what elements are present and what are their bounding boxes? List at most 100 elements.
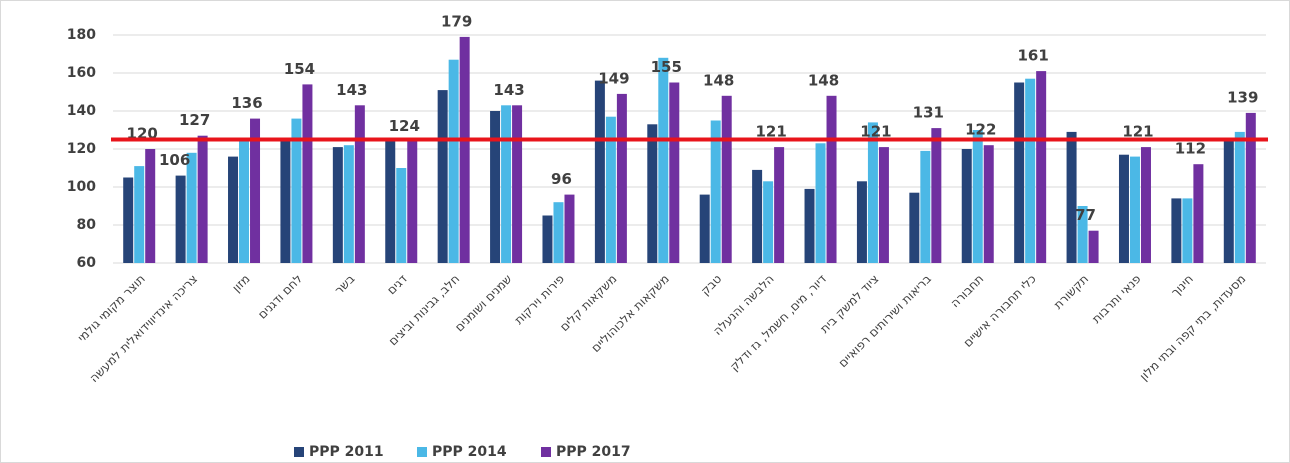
bar [1036,71,1047,263]
bar [385,139,396,263]
bar [752,169,763,263]
y-tick-label: 160 [67,65,96,81]
bar [1193,164,1204,263]
data-label: 121 [1122,123,1153,141]
data-label: 124 [389,117,420,135]
data-label: 131 [913,104,944,122]
bar [1245,112,1256,264]
data-label: 122 [965,121,996,139]
data-label: 139 [1227,88,1258,106]
bar [961,149,972,263]
data-label: 143 [336,81,367,99]
bar [920,150,931,263]
bar [972,130,983,263]
data-label: 121 [755,123,786,141]
bar [490,111,501,263]
bar [710,120,721,263]
bar [909,192,920,263]
bar [826,95,837,263]
bar [658,57,669,263]
y-tick-label: 80 [77,217,97,233]
bar [1025,78,1036,263]
bar [228,156,239,263]
bar [280,137,291,263]
data-label: 136 [231,94,262,112]
data-label: 121 [860,123,891,141]
bar [605,116,616,263]
bar [815,143,826,263]
bar [721,95,732,263]
data-label: 154 [284,60,315,78]
legend-swatch [541,447,551,457]
data-label: 96 [551,170,572,188]
data-label: 155 [651,58,682,76]
bar [1118,154,1129,263]
legend-swatch [294,447,304,457]
data-label: 143 [493,81,524,99]
bar [931,128,942,263]
data-label: 112 [1175,140,1206,158]
y-tick-label: 100 [67,179,96,195]
bar [343,145,354,263]
bar [856,181,867,263]
bar [448,59,459,264]
bar [145,149,156,263]
bar [354,105,365,263]
bar [774,147,785,263]
bar [1088,230,1099,263]
data-label: 127 [179,111,210,129]
bar [1234,131,1245,263]
bar [1077,206,1088,263]
data-label: 148 [703,71,734,89]
bar [396,168,407,263]
bar [669,82,680,263]
bar [1140,147,1151,263]
bar [1014,82,1025,263]
bar [302,84,313,264]
data-label: 77 [1075,206,1096,224]
bar [542,215,553,263]
bar [332,147,343,263]
bar [512,105,523,263]
data-label: 106 [159,151,190,169]
bar [616,93,627,264]
bar [1171,198,1182,263]
y-tick-label: 180 [67,27,96,43]
bar [175,175,186,263]
data-label: 148 [808,71,839,89]
bar [763,181,774,263]
legend-label: PPP 2014 [432,444,507,460]
bar [459,36,470,264]
data-label: 161 [1018,47,1049,65]
y-tick-label: 60 [77,255,97,271]
data-label: 149 [598,69,629,87]
bar [1066,131,1077,263]
bar [647,124,658,263]
bar [553,202,564,263]
bar [1223,137,1234,263]
legend-swatch [417,447,427,457]
bar [134,166,145,263]
legend-label: PPP 2017 [556,444,631,460]
legend-label: PPP 2011 [309,444,384,460]
y-tick-label: 120 [67,141,96,157]
bar [867,122,878,264]
bar [594,80,605,263]
bar [564,194,575,263]
bar [878,147,889,263]
bar [407,141,418,263]
bar [1182,198,1193,263]
bar [186,152,197,263]
bar [197,135,208,263]
bar [291,118,302,263]
y-tick-label: 140 [67,103,96,119]
bar [983,145,994,263]
bar [699,194,710,263]
bar [1129,156,1140,263]
data-label: 179 [441,12,472,30]
bar [501,105,512,263]
bar [804,188,815,263]
bar [437,90,448,263]
bar [250,118,261,263]
